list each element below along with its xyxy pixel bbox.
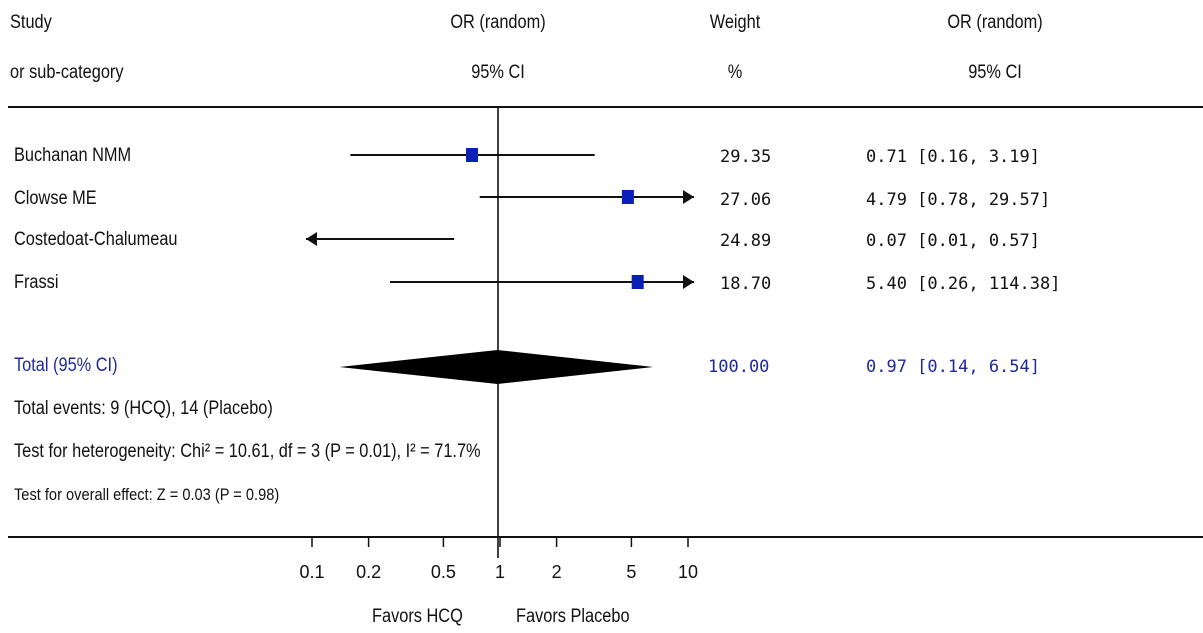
header-study-sub: or sub-category: [10, 62, 124, 83]
study-weight: 27.06: [720, 190, 772, 210]
study-or-ci: 0.07 [0.01, 0.57]: [866, 231, 1040, 251]
header-or-plot: OR (random): [450, 12, 546, 33]
axis-tick-label: 0.1: [299, 562, 324, 582]
favors-right-label: Favors Placebo: [516, 606, 630, 627]
total-events: Total events: 9 (HCQ), 14 (Placebo): [14, 398, 273, 419]
header-weight: Weight: [709, 12, 761, 33]
point-estimate-marker: [631, 275, 644, 289]
study-weight: 24.89: [720, 231, 772, 251]
favors-left-label: Favors HCQ: [372, 606, 463, 627]
study-name: Frassi: [14, 272, 59, 293]
axis-tick-label: 0.2: [356, 562, 381, 582]
axis-tick-label: 2: [552, 562, 562, 582]
study-or-ci: 5.40 [0.26, 114.38]: [866, 274, 1061, 294]
study-name: Buchanan NMM: [14, 145, 132, 166]
total-or-ci: 0.97 [0.14, 6.54]: [866, 357, 1040, 377]
ci-arrow-left: [306, 232, 317, 246]
total-weight: 100.00: [708, 357, 770, 377]
study-or-ci: 4.79 [0.78, 29.57]: [866, 190, 1051, 210]
header-or-text: OR (random): [947, 12, 1043, 33]
axis-tick-label: 10: [678, 562, 698, 582]
point-estimate-marker: [621, 190, 634, 204]
header-weight-pct: %: [727, 62, 743, 83]
axis-tick-label: 0.5: [431, 562, 456, 582]
point-estimate-marker: [466, 148, 479, 162]
header-or-text-ci: 95% CI: [968, 62, 1022, 83]
axis-tick-label: 5: [626, 562, 636, 582]
ci-arrow-right: [683, 190, 694, 204]
study-name: Clowse ME: [14, 188, 97, 209]
ci-arrow-right: [683, 275, 694, 289]
header-study: Study: [10, 12, 52, 33]
pooled-diamond: [339, 350, 654, 384]
study-or-ci: 0.71 [0.16, 3.19]: [866, 147, 1040, 167]
overall-effect-test: Test for overall effect: Z = 0.03 (P = 0…: [14, 485, 280, 504]
study-name: Costedoat-Chalumeau: [14, 229, 178, 250]
heterogeneity-test: Test for heterogeneity: Chi² = 10.61, df…: [14, 441, 481, 462]
header-or-plot-ci: 95% CI: [471, 62, 525, 83]
axis-tick-label: 1: [495, 562, 505, 582]
study-weight: 18.70: [720, 274, 772, 294]
study-weight: 29.35: [720, 147, 772, 167]
total-label: Total (95% CI): [14, 355, 118, 376]
